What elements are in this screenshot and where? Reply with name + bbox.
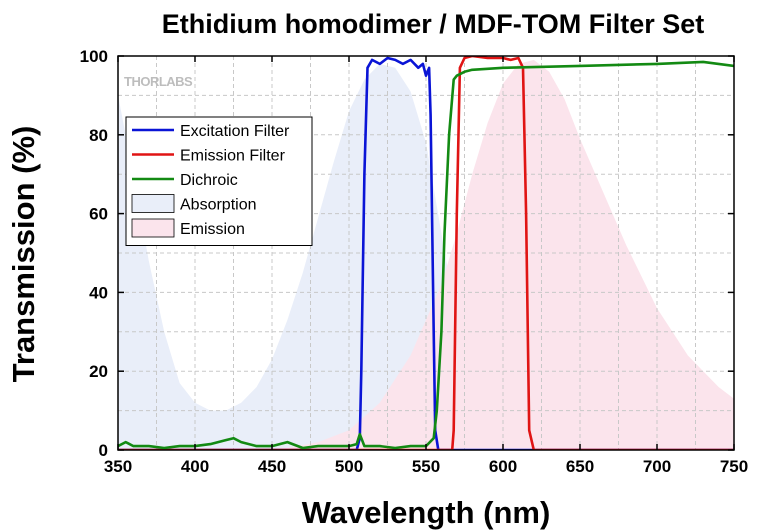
x-tick-label: 700: [643, 457, 671, 476]
excitation-filter-line: [118, 56, 734, 450]
legend: Excitation Filter Emission Filter Dichroic…: [125, 116, 313, 246]
y-tick-label: 60: [89, 205, 108, 224]
x-axis-label: Wavelength (nm): [302, 495, 551, 530]
dichroic-line: [118, 60, 734, 450]
y-tick-label: 80: [89, 126, 108, 145]
legend-swatch-emission: [131, 218, 175, 238]
y-tick-label: 40: [89, 283, 108, 302]
legend-label-emission: Emission: [180, 221, 245, 238]
x-tick-label: 750: [720, 457, 748, 476]
chart-title: Ethidium homodimer / MDF-TOM Filter Set: [162, 9, 705, 39]
legend-swatch-absorption: [131, 194, 175, 213]
x-tick-label: 650: [566, 457, 594, 476]
legend-label-excitation-filter: Excitation Filter: [180, 123, 290, 140]
y-tick-label: 20: [89, 362, 108, 381]
emission-filter-line: [118, 56, 734, 450]
x-tick-label: 450: [258, 457, 286, 476]
y-tick-label: 0: [99, 441, 108, 460]
x-tick-label: 600: [489, 457, 517, 476]
x-tick-label: 550: [412, 457, 440, 476]
legend-label-absorption: Absorption: [180, 197, 257, 214]
x-tick-label: 500: [335, 457, 363, 476]
y-axis-label: Transmission (%): [6, 126, 41, 383]
legend-label-dichroic: Dichroic: [180, 172, 238, 189]
thorlabs-logo: THORLABS: [124, 74, 193, 89]
emission-area: [256, 59, 734, 450]
legend-label-emission-filter: Emission Filter: [180, 148, 286, 165]
x-tick-label: 400: [181, 457, 209, 476]
x-tick-label: 350: [104, 457, 132, 476]
y-tick-label: 100: [80, 47, 108, 66]
